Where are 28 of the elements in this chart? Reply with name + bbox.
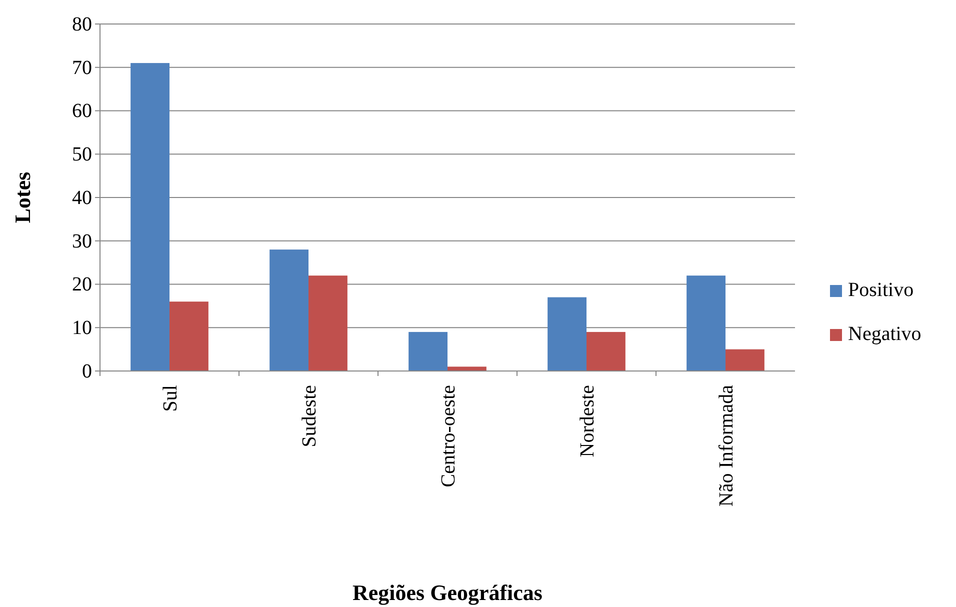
- y-tick-label: 0: [82, 360, 92, 382]
- bar: [448, 366, 486, 371]
- y-tick-label: 80: [72, 13, 92, 36]
- bar: [586, 332, 626, 371]
- y-tick-label: 70: [72, 56, 92, 79]
- x-tick-label: Sudeste: [298, 384, 320, 448]
- y-tick-label: 20: [72, 274, 92, 296]
- x-tick-label: Sul: [160, 384, 182, 412]
- bar: [686, 276, 726, 371]
- bar: [548, 297, 586, 371]
- bar: [170, 302, 208, 371]
- x-tick-label: Não Informada: [716, 384, 738, 507]
- bar: [308, 276, 348, 371]
- y-tick-label: 30: [72, 230, 92, 252]
- y-tick-label: 50: [72, 144, 92, 166]
- legend-label: Negativo: [848, 323, 922, 345]
- y-tick-label: 60: [72, 100, 92, 122]
- x-axis-title: Regiões Geográficas: [352, 580, 543, 605]
- y-tick-label: 10: [72, 317, 92, 340]
- bar: [130, 63, 170, 371]
- x-tick-label: Centro-oeste: [438, 384, 460, 488]
- y-axis-title: Lotes: [10, 171, 35, 224]
- x-tick-label: Nordeste: [576, 384, 598, 458]
- legend-label: Positivo: [848, 279, 914, 301]
- bar: [408, 332, 448, 371]
- y-tick-label: 40: [72, 186, 92, 209]
- bar: [270, 250, 308, 371]
- bar: [726, 349, 764, 371]
